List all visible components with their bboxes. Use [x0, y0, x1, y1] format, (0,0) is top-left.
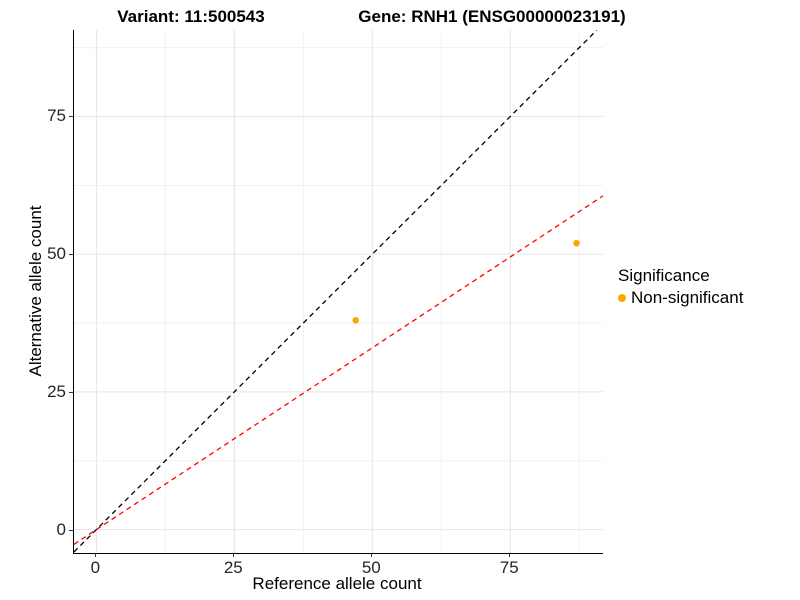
- y-tick-label: 50: [47, 244, 66, 264]
- y-tick-mark: [69, 116, 73, 118]
- x-tick-mark: [233, 553, 235, 557]
- plot-title-variant: Variant: 11:500543: [117, 7, 265, 26]
- y-tick-mark: [69, 391, 73, 393]
- legend: Significance Non-significant: [618, 266, 743, 308]
- y-tick-mark: [69, 529, 73, 531]
- plot-panel: [73, 30, 603, 554]
- scatter-plot-canvas: [74, 30, 603, 553]
- plot-title-gene: Gene: RNH1 (ENSG00000023191): [358, 7, 626, 26]
- x-tick-label: 25: [223, 558, 243, 577]
- x-tick-mark: [509, 553, 511, 557]
- circle-icon: [618, 294, 626, 302]
- allelic-ratio-line: [74, 195, 603, 545]
- y-tick-mark: [69, 254, 73, 256]
- x-tick-label: 50: [361, 558, 381, 577]
- x-tick-label: 0: [90, 558, 101, 577]
- x-tick-label: 75: [499, 558, 519, 577]
- x-tick-mark: [371, 553, 373, 557]
- legend-title: Significance: [618, 266, 710, 285]
- y-tick-label: 75: [47, 106, 66, 126]
- data-point[interactable]: [352, 316, 360, 324]
- data-point[interactable]: [573, 239, 580, 247]
- x-axis-title: Reference allele count: [252, 574, 422, 593]
- y-tick-label: 25: [47, 381, 66, 401]
- legend-item: Non-significant: [618, 288, 743, 308]
- x-tick-mark: [95, 553, 97, 557]
- legend-item-label: Non-significant: [631, 288, 744, 307]
- y-axis-title: Alternative allele count: [26, 205, 45, 377]
- y-tick-label: 0: [56, 519, 66, 539]
- identity-line: [74, 30, 598, 553]
